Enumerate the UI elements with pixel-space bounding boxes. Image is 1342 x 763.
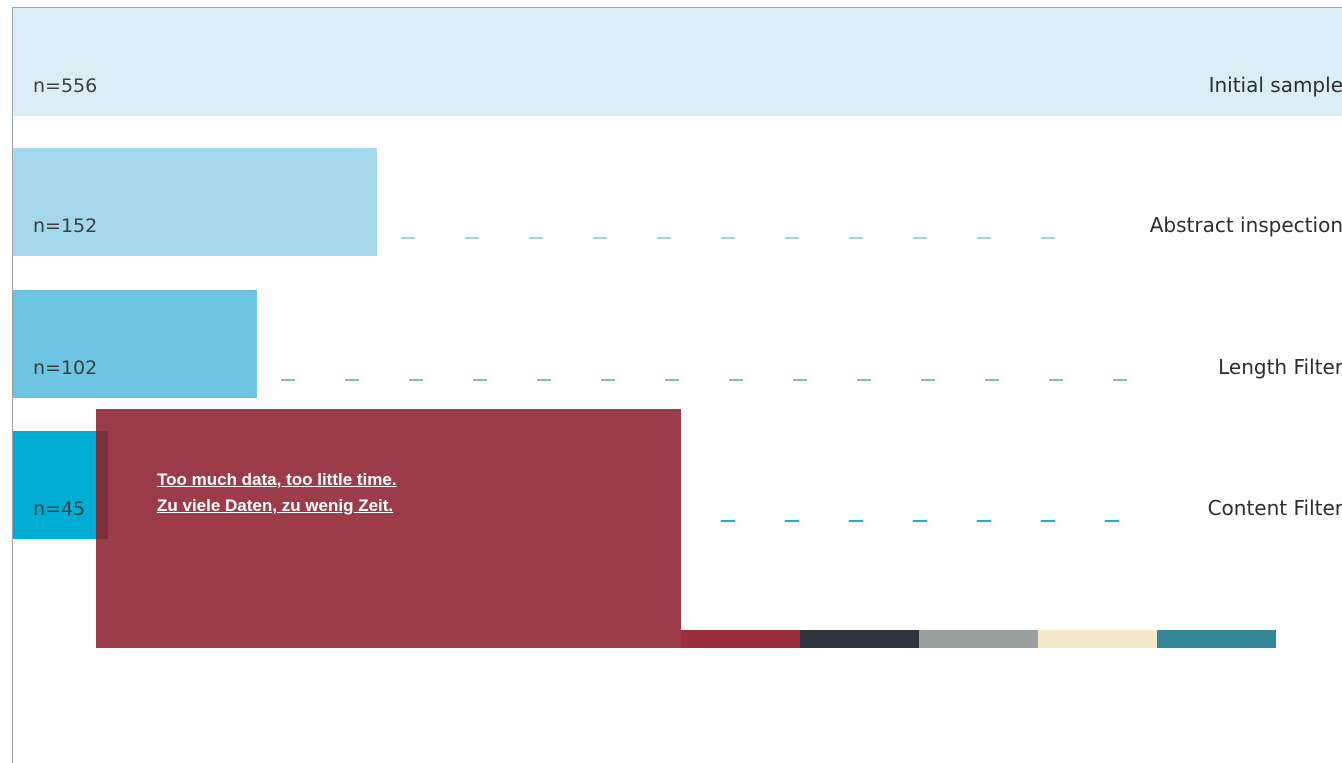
palette-swatch: [681, 630, 800, 648]
stage-label: Abstract inspection: [1150, 213, 1342, 237]
value-label: n=556: [33, 75, 97, 97]
stage-label: Initial sample: [1209, 73, 1342, 97]
message-line-german: Zu viele Daten, zu wenig Zeit.: [157, 496, 394, 515]
value-label: n=102: [33, 357, 97, 379]
message-box-edge: [96, 431, 108, 539]
color-palette-strip: [681, 630, 1276, 648]
slide: n=556 Initial sample n=152 Abstract inspect…: [12, 7, 1342, 763]
stage-label: Length Filter: [1218, 355, 1342, 379]
palette-swatch: [800, 630, 919, 648]
value-label: n=45: [33, 498, 85, 520]
value-label: n=152: [33, 215, 97, 237]
palette-swatch: [1038, 630, 1157, 648]
bar-abstract-inspection: [13, 148, 377, 256]
palette-swatch: [1157, 630, 1276, 648]
message-box: Too much data, too little time. Zu viele…: [96, 409, 681, 648]
message-line-english: Too much data, too little time.: [157, 470, 397, 489]
bar-length-filter: [13, 290, 257, 398]
palette-swatch: [919, 630, 1038, 648]
bar-initial-sample: [13, 8, 1342, 116]
message-text: Too much data, too little time. Zu viele…: [157, 467, 397, 519]
funnel-chart: n=556 Initial sample n=152 Abstract inspect…: [13, 8, 1342, 539]
stage-label: Content Filter: [1208, 496, 1342, 520]
